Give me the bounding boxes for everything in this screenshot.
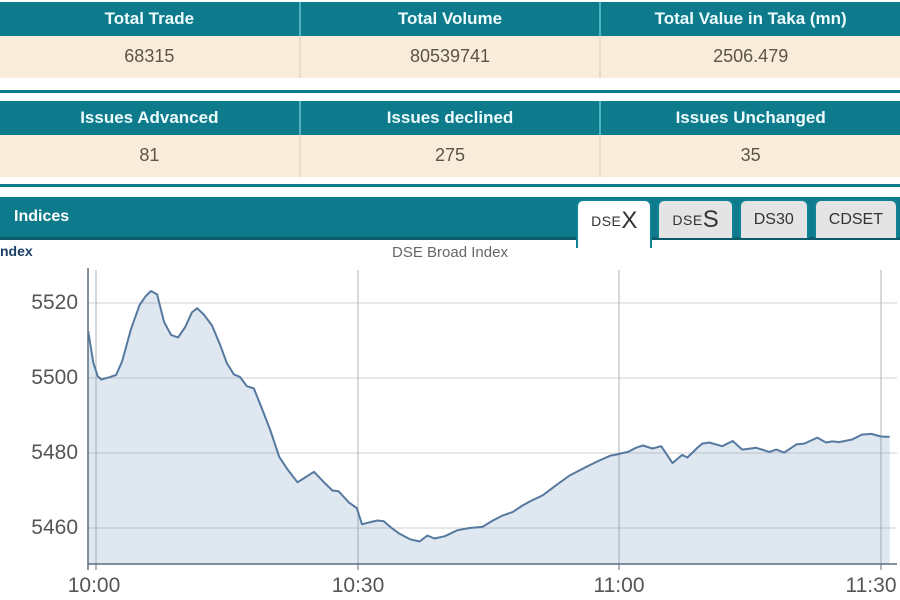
tab-dses[interactable]: DSE S xyxy=(657,199,734,238)
y-tick-5520: 5520 xyxy=(31,291,78,314)
issues-table: Issues Advanced Issues declined Issues U… xyxy=(0,101,900,177)
tab-ds30-label: DS30 xyxy=(753,210,794,228)
tab-cdset[interactable]: CDSET xyxy=(813,199,898,238)
x-tick-1100: 11:00 xyxy=(593,574,645,597)
indices-header-bar: Indices DSE X DSE S DS30 CDSET xyxy=(0,197,900,248)
section-divider xyxy=(0,184,900,187)
chart-canvas xyxy=(87,268,897,570)
horizontal-gridlines xyxy=(88,302,897,529)
index-tabs: DSE X DSE S DS30 CDSET xyxy=(571,199,898,248)
x-tick-1000: 10:00 xyxy=(67,574,121,597)
index-chart-panel: ndex DSE Broad Index xyxy=(0,240,900,600)
summary-table-value-row: 68315 80539741 2506.479 xyxy=(0,36,900,78)
x-tick-1030: 10:30 xyxy=(331,574,385,597)
header-total-value: Total Value in Taka (mn) xyxy=(654,9,847,28)
tab-dsex[interactable]: DSE X xyxy=(576,199,653,248)
value-total-trade: 68315 xyxy=(0,36,301,78)
summary-table: Total Trade Total Volume Total Value in … xyxy=(0,2,900,78)
axes xyxy=(87,268,897,570)
header-issues-advanced: Issues Advanced xyxy=(0,101,301,135)
chart-area-fill xyxy=(88,291,890,564)
value-issues-advanced: 81 xyxy=(0,135,301,177)
tab-dsex-label: DSE xyxy=(591,212,622,229)
chart-title: DSE Broad Index xyxy=(392,244,508,261)
header-total-trade: Total Trade xyxy=(0,2,301,36)
value-total-volume: 80539741 xyxy=(301,36,602,78)
tab-dses-label: DSE xyxy=(672,211,703,228)
value-total-value: 2506.479 xyxy=(713,46,789,66)
chart-line xyxy=(87,290,890,543)
issues-table-value-row: 81 275 35 xyxy=(0,135,900,177)
tab-cdset-label: CDSET xyxy=(828,210,883,228)
y-tick-5460: 5460 xyxy=(31,516,78,539)
x-tick-1130: 11:30 xyxy=(845,574,897,597)
header-total-volume: Total Volume xyxy=(301,2,602,36)
header-issues-declined: Issues declined xyxy=(301,101,602,135)
summary-table-header-row: Total Trade Total Volume Total Value in … xyxy=(0,2,900,36)
tab-ds30[interactable]: DS30 xyxy=(738,199,809,238)
partial-index-label: ndex xyxy=(0,243,33,259)
value-issues-unchanged: 35 xyxy=(740,145,761,165)
indices-title: Indices xyxy=(14,208,70,225)
header-issues-unchanged: Issues Unchanged xyxy=(675,108,826,127)
y-tick-5480: 5480 xyxy=(31,441,78,464)
y-tick-5500: 5500 xyxy=(31,366,78,389)
issues-table-header-row: Issues Advanced Issues declined Issues U… xyxy=(0,101,900,135)
value-issues-declined: 275 xyxy=(301,135,602,177)
section-divider xyxy=(0,90,900,93)
